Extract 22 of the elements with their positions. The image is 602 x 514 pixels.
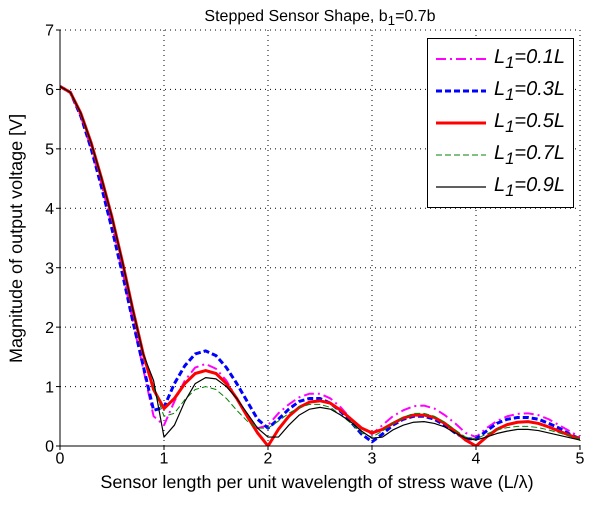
y-tick-label: 5 (45, 142, 54, 159)
chart-title: Stepped Sensor Shape, b$_{1}$=0.7b (203, 8, 437, 28)
line-series (153, 386, 580, 440)
legend-label: L$_{1}$=0.3L (494, 78, 565, 104)
y-tick-label: 6 (45, 82, 54, 100)
x-tick-label: 1 (160, 450, 169, 468)
y-tick-label: 4 (45, 200, 54, 218)
y-tick-label: 7 (45, 22, 54, 40)
y-axis-title: Magnitude of output voltage [V] (6, 112, 27, 365)
y-tick-label: 0 (45, 438, 54, 456)
x-tick-label: 5 (576, 450, 585, 468)
y-tick-label: 3 (45, 260, 54, 278)
x-tick-label: 3 (368, 450, 377, 468)
x-tick-label: 4 (472, 450, 481, 468)
y-tick-label: 2 (45, 320, 54, 337)
legend-label: L$_{1}$=0.7L (494, 142, 565, 168)
x-tick-label: 2 (264, 450, 273, 468)
x-axis-title: Sensor length per unit wavelength of stress wave (L/λ) (99, 472, 535, 493)
legend-label: L$_{1}$=0.1L (494, 46, 565, 72)
legend-label: L$_{1}$=0.5L (494, 110, 565, 136)
y-tick-label: 1 (45, 379, 54, 396)
legend-label: L$_{1}$=0.9L (494, 174, 565, 200)
